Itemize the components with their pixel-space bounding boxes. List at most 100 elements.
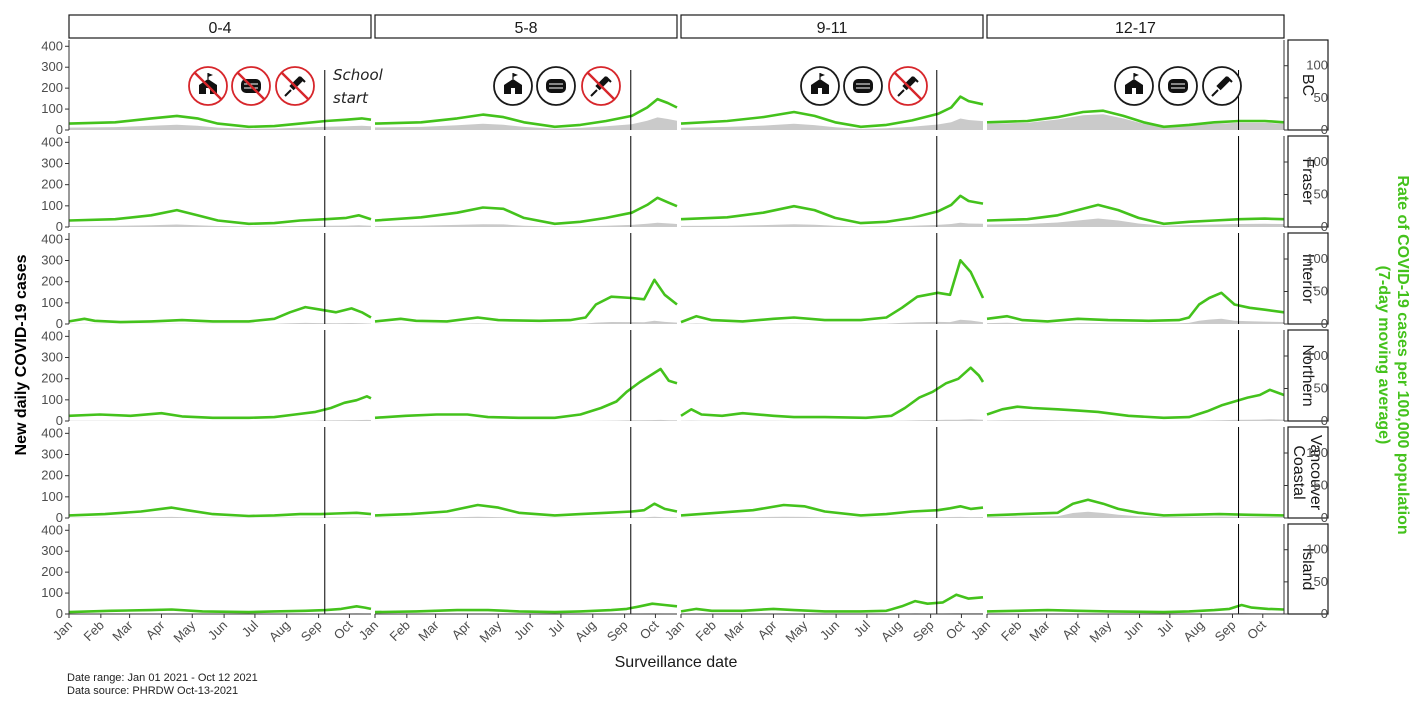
cases-bars (375, 419, 677, 421)
y-axis-title-right-1: Rate of COVID-19 cases per 100,000 popul… (1394, 175, 1411, 534)
x-tick-label: Jun (1120, 618, 1145, 643)
cases-bars (69, 224, 371, 227)
facet-panel (986, 330, 1285, 421)
facet-panel (680, 136, 984, 227)
measure-icons (188, 66, 1242, 106)
cases-bars (375, 320, 677, 324)
rate-line (986, 291, 1285, 323)
x-tick-label: Aug (266, 618, 293, 645)
y-tick-label-left: 200 (41, 274, 63, 289)
syringe-plunger (1226, 76, 1233, 83)
x-tick-label: Sep (604, 618, 631, 645)
school-icon (493, 66, 533, 106)
facet-panel (680, 70, 984, 130)
facet-panel (680, 233, 985, 324)
row-strips: BC Fraser Interior Northern VancouverCoastal… (1287, 39, 1329, 615)
y-tick-label-right: 0 (1321, 413, 1328, 428)
x-tick-label: Oct (943, 617, 968, 642)
cases-bars (375, 222, 677, 227)
x-tick-label: Feb (998, 618, 1024, 644)
syringe-body (1216, 76, 1231, 91)
school-door (511, 88, 515, 94)
mask-icon (231, 66, 271, 106)
facet-panel (68, 330, 372, 421)
facet-panel (68, 233, 372, 324)
y-tick-label-right: 100 (1306, 542, 1328, 557)
y-tick-label-left: 300 (41, 350, 63, 365)
y-tick-label-right: 100 (1306, 251, 1328, 266)
prohibition-slash (237, 72, 265, 100)
rate-line (680, 593, 984, 613)
school-shape (1125, 79, 1143, 94)
vaccine-icon (888, 66, 928, 106)
rate-line (986, 498, 1285, 517)
y-tick-label-left: 300 (41, 447, 63, 462)
school-shape (504, 79, 522, 94)
y-tick-label-left: 300 (41, 543, 63, 558)
facet-panel (68, 524, 372, 614)
y-tick-label-left: 400 (41, 522, 63, 537)
x-tick-label: Aug (878, 618, 905, 645)
facet-panel (374, 136, 678, 227)
mask-shape (546, 79, 566, 93)
rate-line (68, 506, 372, 518)
cases-bars (681, 222, 983, 227)
y-tick-label-left: 400 (41, 425, 63, 440)
facet-panels (68, 70, 1285, 614)
y-tick-label-left: 300 (41, 253, 63, 268)
x-tick-label: Aug (572, 618, 599, 645)
x-tick-label: Jul (545, 617, 567, 639)
mask-icon (843, 66, 883, 106)
rate-line (986, 603, 1285, 614)
y-tick-label-left: 100 (41, 392, 63, 407)
facet-panel (374, 427, 678, 518)
rate-line (68, 114, 372, 129)
x-tick-label: Feb (81, 618, 107, 644)
facet-panel (986, 233, 1285, 324)
left-y-axes: 0100200300400010020030040001002003004000… (41, 38, 70, 621)
vaccine-icon (275, 66, 315, 106)
x-tick-label: Jan (662, 618, 687, 643)
y-tick-label-right: 50 (1314, 284, 1328, 299)
cases-bars (681, 419, 983, 421)
cases-bars (69, 124, 371, 130)
x-axis-title: Surveillance date (615, 654, 738, 671)
facet-panel (986, 427, 1285, 518)
x-tick-label: Mar (1026, 617, 1053, 644)
cases-bars (987, 218, 1284, 227)
y-tick-label-left: 100 (41, 198, 63, 213)
cases-bars (375, 117, 677, 130)
school-flag (513, 73, 518, 77)
x-tick-label: May (476, 617, 504, 645)
facet-strip-row-label: Northern (1299, 344, 1316, 406)
rate-line (374, 367, 678, 420)
vaccine-icon (581, 66, 621, 106)
y-tick-label-right: 50 (1314, 381, 1328, 396)
prohibition-slash (894, 72, 922, 100)
y-tick-label-left: 0 (56, 606, 63, 621)
facet-strip-row (1287, 39, 1329, 131)
mask-icon (536, 66, 576, 106)
x-tick-label: May (782, 617, 810, 645)
y-tick-label-right: 100 (1306, 154, 1328, 169)
y-tick-label-left: 0 (56, 219, 63, 234)
facet-panel (680, 427, 984, 518)
facet-strip-col (680, 14, 984, 39)
facet-strip-row-label: BC (1299, 74, 1316, 96)
y-tick-label-left: 400 (41, 328, 63, 343)
facet-panel (680, 330, 985, 421)
column-strips: 0-4 5-8 9-11 12-17 (68, 14, 1285, 39)
x-tick-label: Apr (143, 617, 168, 642)
x-tick-label: Sep (1212, 618, 1239, 645)
rate-line (986, 203, 1285, 226)
school-door (818, 88, 822, 94)
x-tick-label: Sep (298, 618, 325, 645)
facet-strip-col-label: 0-4 (208, 20, 231, 37)
x-tick-label: Jul (1154, 617, 1176, 639)
rate-line (68, 395, 372, 420)
syringe-needle (1211, 89, 1219, 97)
school-icon (1114, 66, 1154, 106)
school-door (1132, 88, 1136, 94)
syringe-needle (897, 89, 905, 97)
